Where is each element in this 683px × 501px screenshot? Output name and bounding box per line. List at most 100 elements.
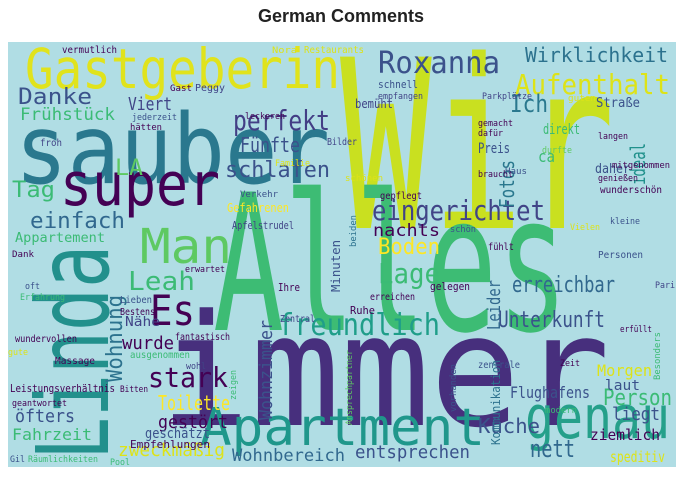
word: Aufenthalt: [515, 68, 670, 101]
word: genießen: [598, 174, 638, 184]
word: wurde: [122, 333, 174, 354]
word: schönen: [345, 174, 383, 184]
word: Gastgeberin: [25, 37, 340, 101]
word: hätten: [130, 123, 162, 133]
word: erfüllt: [620, 325, 652, 335]
word: Parkplätze: [482, 92, 532, 102]
word: gute: [8, 348, 28, 358]
word: Viert: [128, 94, 172, 115]
word: Fotos: [495, 160, 519, 208]
word: Nähe: [125, 315, 160, 330]
word: wohl: [186, 362, 206, 372]
word: Es: [150, 286, 195, 335]
word: Gefahrenen: [227, 201, 289, 215]
word: Besonders: [653, 332, 663, 380]
word: Man: [140, 219, 232, 275]
word: mitgenommen: [612, 161, 670, 171]
word: Bestens: [120, 307, 155, 318]
word: Zeit: [560, 359, 580, 369]
word: gemacht: [478, 119, 513, 129]
word: Pari: [655, 281, 675, 291]
word: immer: [160, 281, 610, 462]
word: leckeren: [245, 112, 285, 122]
word: gelegen: [430, 280, 470, 293]
word: erreichbar: [512, 273, 615, 298]
word: modern: [545, 406, 577, 416]
word: ca: [538, 147, 555, 166]
word: Wirklichkeit: [525, 43, 668, 67]
word: Restaurants: [304, 45, 364, 56]
word: genau: [525, 383, 670, 453]
word: zweckmäßig: [118, 440, 225, 461]
word: super: [60, 150, 220, 220]
word: LA: [115, 156, 143, 181]
word: Küche: [478, 414, 540, 438]
word: beiden: [349, 215, 359, 247]
word: dafür: [478, 129, 504, 139]
word: Wohnbereich: [232, 446, 345, 466]
word: perfekt: [233, 104, 330, 137]
word: Gast: [170, 84, 192, 94]
word: stark: [148, 361, 228, 394]
word: direkt: [543, 122, 580, 138]
word: Apfelstrudel: [232, 219, 294, 232]
word: kleine: [610, 217, 640, 227]
word: entsprechen: [355, 442, 470, 463]
word: Alles: [213, 154, 568, 375]
word: einfach: [30, 209, 125, 234]
word: geantwortet: [12, 399, 67, 409]
word: Tag: [12, 178, 55, 203]
word: Gil: [10, 455, 25, 465]
word: ideal: [626, 143, 650, 185]
word: vorhanden: [449, 364, 459, 412]
word: öfters: [15, 406, 75, 427]
word: sauber: [15, 94, 330, 206]
word: zentrale: [478, 360, 520, 371]
word: Straße: [596, 96, 640, 111]
word: Vielen: [570, 223, 600, 233]
word: Peggy: [195, 83, 225, 94]
word: fühlt: [488, 242, 514, 253]
word: wunderschön: [600, 185, 662, 196]
word: Wir: [340, 11, 615, 284]
word: speditiv: [610, 448, 665, 466]
word: Flughafens: [510, 383, 590, 402]
word: Minuten: [329, 240, 343, 292]
word: laut: [605, 378, 640, 394]
word: empfangen: [378, 92, 423, 102]
word: freundlich: [278, 308, 440, 343]
word: Familie: [275, 159, 310, 169]
word: oft: [25, 282, 40, 292]
word: Dank: [12, 250, 35, 260]
word: Räumlichkeiten: [28, 455, 98, 465]
word: Ich: [510, 90, 548, 118]
word: Zentral: [280, 314, 315, 325]
word: Ansprechpartner: [345, 349, 355, 425]
word: Verkehr: [240, 190, 279, 200]
word: Lage: [378, 257, 440, 290]
word: froh: [40, 138, 62, 149]
word: braucht: [478, 170, 513, 180]
word: Ruhe: [350, 304, 375, 317]
word: erreichen: [370, 292, 415, 303]
word: zeigen: [229, 370, 239, 400]
word: durfte: [542, 146, 572, 156]
word: daher: [595, 162, 630, 177]
word: Haus: [505, 167, 527, 177]
word: schön: [450, 225, 476, 235]
word: Leah: [128, 267, 195, 297]
word: Personen: [598, 250, 643, 261]
word: Erfahrung: [20, 293, 65, 303]
word: erwartet: [185, 265, 225, 275]
word: Bilder: [327, 137, 357, 148]
word: ziemlich: [590, 426, 660, 444]
word: Frühstück: [20, 105, 115, 125]
word: Massage: [55, 356, 95, 367]
word: Boden: [378, 235, 440, 260]
word: Pool: [110, 458, 130, 468]
word: liegt: [612, 404, 660, 425]
word: ausgenommen: [130, 350, 190, 361]
word: Roxanna: [378, 46, 500, 81]
word: bemüht: [355, 97, 393, 111]
word: Unterkunft: [498, 308, 605, 333]
